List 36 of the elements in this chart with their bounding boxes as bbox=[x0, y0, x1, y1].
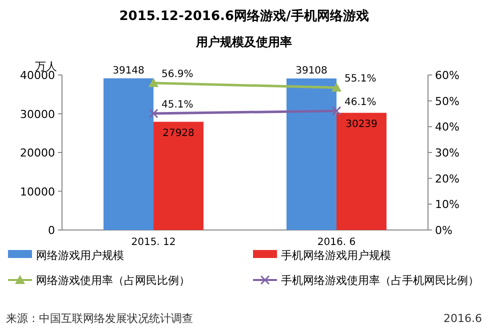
data-label: 30239 bbox=[346, 118, 378, 130]
data-label: 45.1% bbox=[162, 99, 194, 110]
legend-label: 网络游戏用户规模 bbox=[36, 249, 124, 262]
y-tick-label: 0 bbox=[48, 224, 55, 237]
point bbox=[148, 108, 158, 118]
y2-tick-label: 20% bbox=[435, 172, 460, 186]
y-tick-label: 30000 bbox=[20, 108, 55, 121]
bar bbox=[286, 78, 336, 230]
y-tick-label: 20000 bbox=[20, 146, 55, 160]
source-note: 来源：中国互联网络发展状况统计调查 bbox=[6, 312, 193, 325]
y2-tick-label: 10% bbox=[435, 198, 460, 212]
data-label: 46.1% bbox=[344, 96, 376, 108]
y2-tick-label: 0% bbox=[435, 224, 452, 237]
text: 2016.6 bbox=[444, 312, 482, 325]
y2-tick-label: 50% bbox=[435, 94, 460, 108]
x-tick-label: 2015. 12 bbox=[131, 237, 176, 248]
data-label: 27928 bbox=[162, 128, 194, 139]
chart-subtitle: 用户规模及使用率 bbox=[195, 35, 292, 49]
y2-tick-label: 30% bbox=[435, 146, 460, 160]
chart-title: 2015.12-2016.6网络游戏/手机网络游戏 bbox=[119, 8, 369, 24]
y2-tick-label: 40% bbox=[435, 120, 460, 134]
y2-tick-label: 60% bbox=[435, 69, 460, 82]
y-axis-title: 万人 bbox=[35, 60, 57, 73]
point bbox=[332, 106, 342, 116]
bar bbox=[336, 112, 386, 230]
data-label: 55.1% bbox=[344, 74, 376, 85]
x-tick-label: 2016. 6 bbox=[317, 237, 356, 248]
legend-label: 手机网络游戏使用率（占手机网民比例） bbox=[281, 274, 479, 287]
legend-label: 手机网络游戏用户规模 bbox=[281, 249, 391, 262]
legend-label: 网络游戏使用率（占网民比例） bbox=[36, 274, 190, 287]
data-label: 39148 bbox=[112, 65, 144, 76]
bar bbox=[154, 122, 204, 230]
data-label: 39108 bbox=[296, 65, 328, 76]
y-tick-label: 10000 bbox=[20, 185, 55, 198]
bar bbox=[104, 78, 154, 230]
data-label: 56.9% bbox=[162, 69, 194, 80]
